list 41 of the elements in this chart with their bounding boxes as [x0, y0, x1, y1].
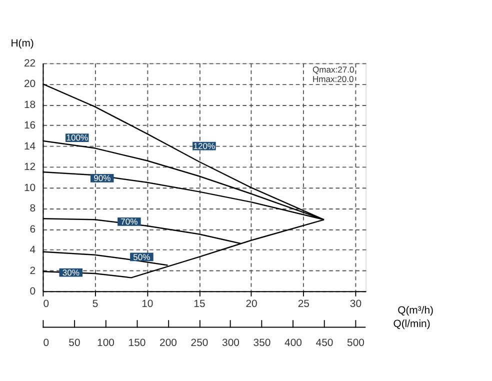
x-tick-label: 0: [43, 298, 50, 310]
y-tick-label: 6: [30, 224, 36, 236]
y-tick-label: 0: [30, 286, 36, 298]
y-tick-label: 22: [24, 58, 36, 70]
x2-tick-label: 50: [68, 338, 80, 349]
annotation: 30%: [62, 267, 80, 278]
x2-tick-label: 100: [97, 338, 115, 349]
x-tick-label: 5: [92, 298, 98, 310]
x-axis-title: Q(m³/h): [398, 305, 434, 316]
x2-tick-label: 350: [253, 338, 271, 349]
x2-tick-label: 250: [190, 338, 208, 349]
x-tick-label: 15: [194, 298, 206, 310]
y-axis-title: H(m): [10, 38, 34, 50]
y-tick-label: 12: [24, 162, 36, 174]
y-tick-label: 16: [24, 120, 36, 132]
annotation: 50%: [133, 252, 151, 262]
x2-tick-label: 150: [128, 338, 146, 349]
annotation: 70%: [120, 216, 138, 227]
annotation: 120%: [193, 140, 216, 151]
x2-tick-label: 300: [222, 338, 240, 349]
y-tick-label: 10: [24, 182, 36, 194]
annotation: Qmax:27.0: [312, 64, 354, 75]
annotation: 90%: [94, 173, 112, 184]
y-tick-label: 2: [30, 266, 36, 277]
x2-axis-title: Q(l/min): [393, 318, 430, 330]
y-tick-label: 14: [24, 141, 36, 152]
x2-tick-label: 500: [347, 338, 365, 349]
x2-tick-label: 450: [316, 338, 334, 349]
x-tick-label: 25: [298, 298, 310, 310]
annotation: 100%: [66, 132, 88, 143]
x-tick-label: 20: [246, 298, 258, 310]
x2-tick-label: 400: [284, 338, 302, 349]
y-tick-label: 8: [30, 204, 36, 215]
y-tick-label: 18: [24, 100, 36, 111]
y-tick-label: 20: [24, 79, 36, 90]
x-tick-label: 30: [350, 298, 362, 310]
x2-tick-label: 200: [160, 338, 178, 349]
x2-tick-label: 0: [43, 338, 50, 349]
annotation: Hmax:20.0: [312, 74, 354, 84]
y-tick-label: 4: [30, 245, 36, 256]
x-tick-label: 10: [142, 298, 154, 310]
